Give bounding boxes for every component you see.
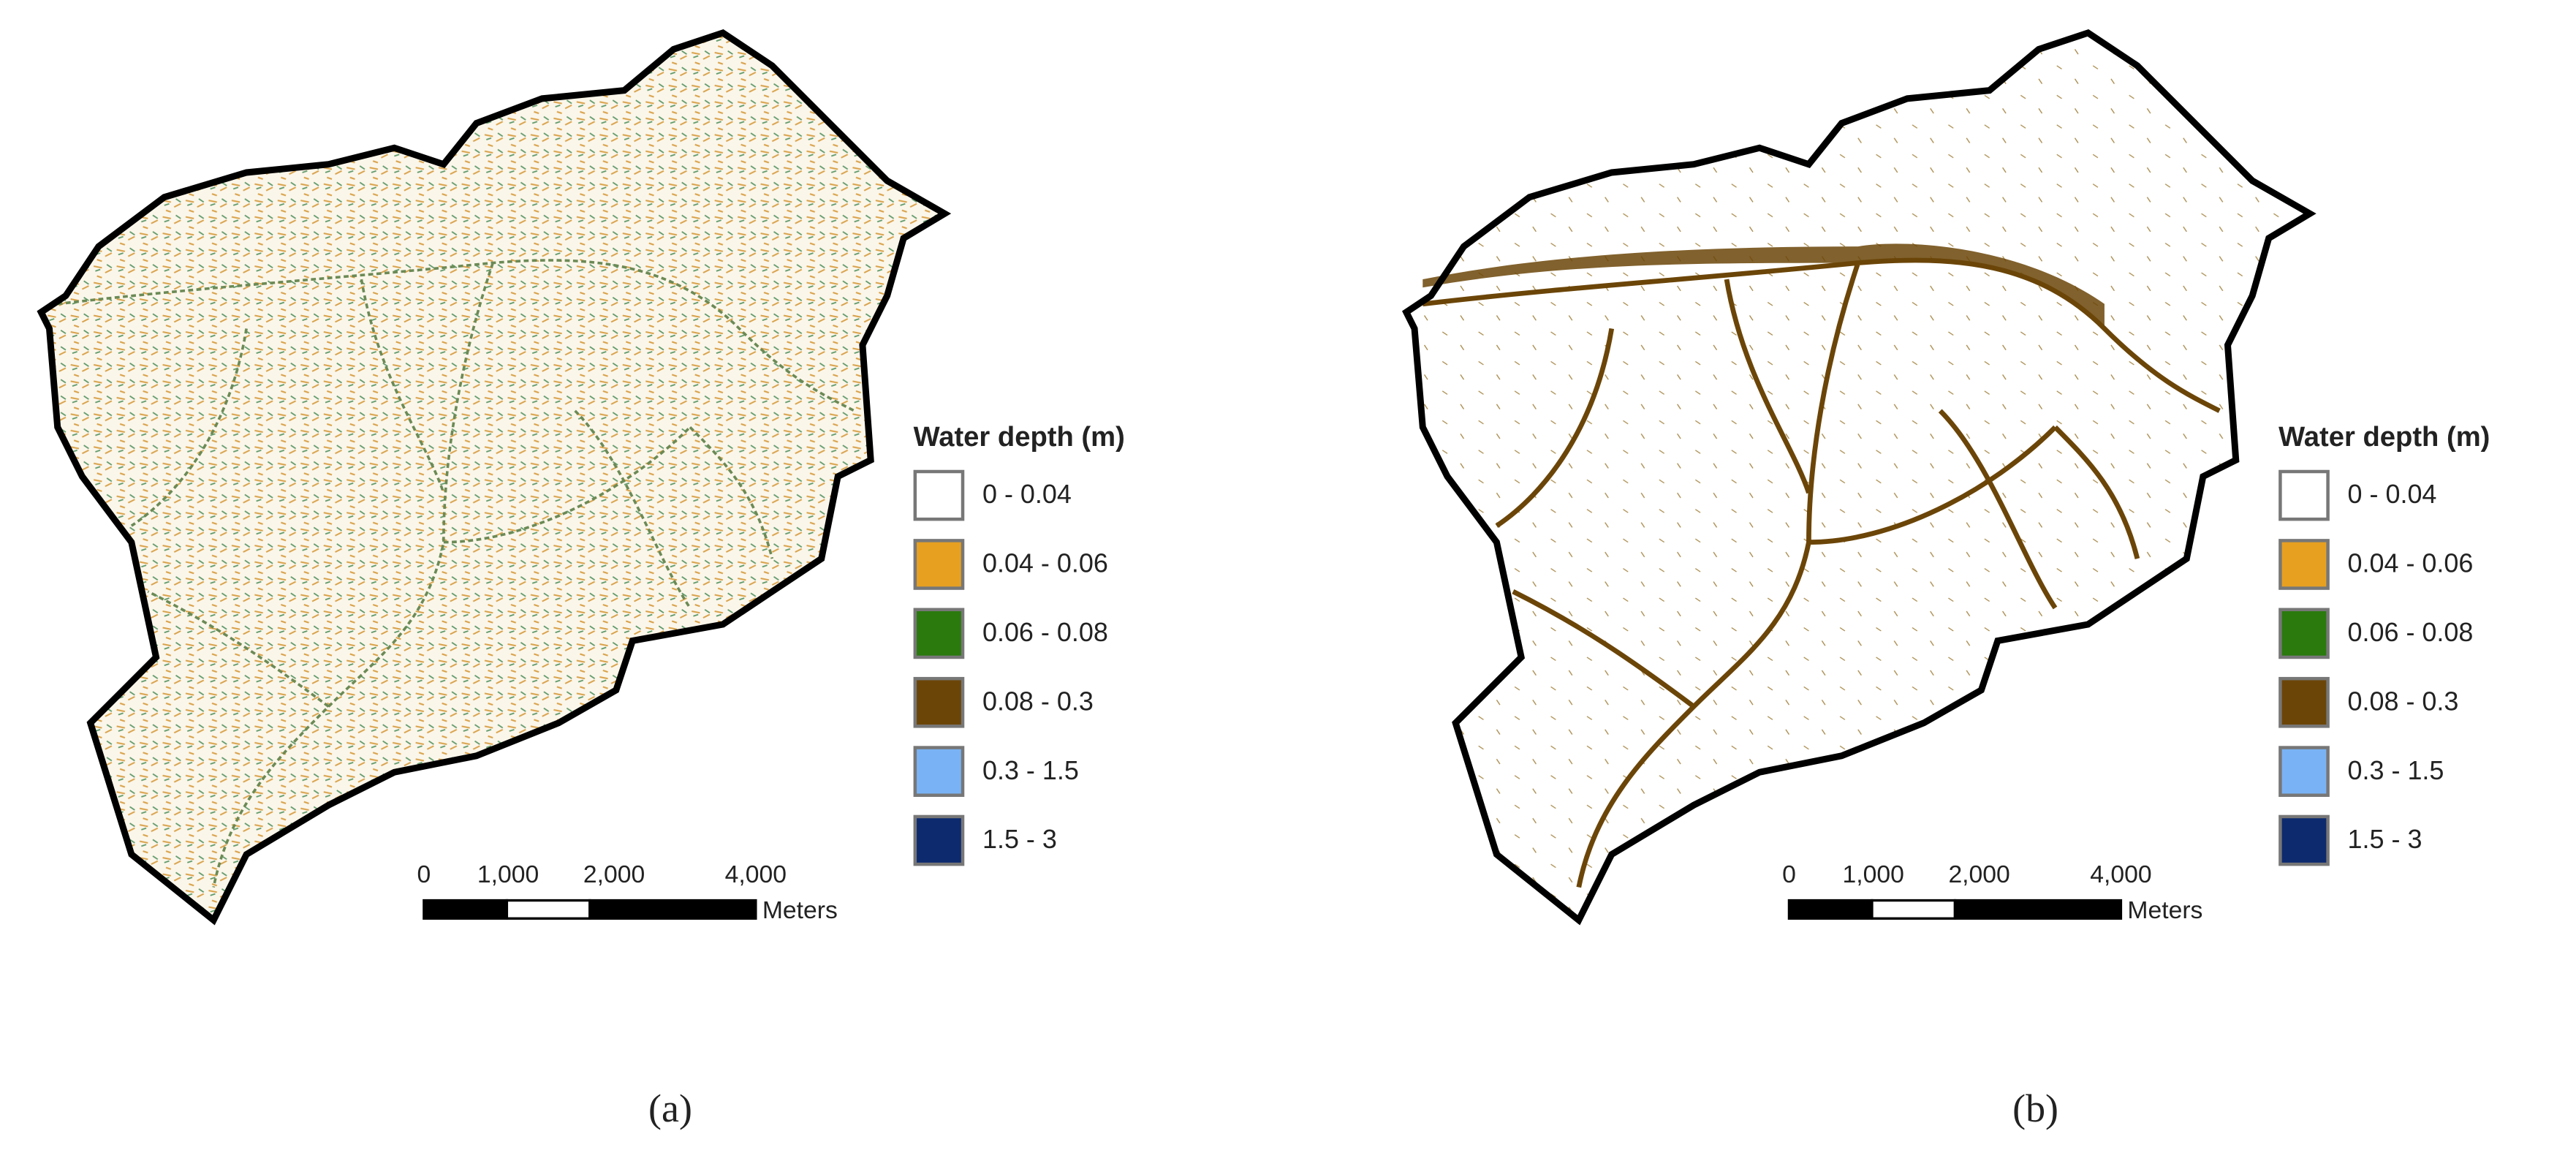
scale-bar-label: 4,000 bbox=[2090, 861, 2151, 888]
panel-label: (b) bbox=[2012, 1086, 2058, 1130]
legend-label: 1.5 - 3 bbox=[2348, 824, 2422, 854]
panel: Water depth (m) 0 - 0.04 0.04 - 0.06 0.06 -… bbox=[1782, 421, 2490, 1130]
scale-bar-label: 0 bbox=[1782, 861, 1796, 888]
legend-label: 0.04 - 0.06 bbox=[2348, 548, 2474, 578]
scale-bar-label: 2,000 bbox=[583, 861, 645, 888]
panel-label: (a) bbox=[648, 1086, 692, 1130]
scale-bar-segment bbox=[588, 899, 757, 920]
map-b bbox=[1406, 33, 2310, 920]
scale-bar-unit: Meters bbox=[2127, 896, 2202, 924]
legend-swatch bbox=[2278, 539, 2330, 590]
legend-swatch bbox=[913, 539, 965, 590]
legend-swatch bbox=[2278, 608, 2330, 659]
legend-label: 0.06 - 0.08 bbox=[982, 617, 1108, 647]
main-channel bbox=[1423, 243, 2105, 329]
scale-bar-unit: Meters bbox=[762, 896, 838, 924]
panel: Water depth (m) 0 - 0.04 0.04 - 0.06 0.06 -… bbox=[417, 421, 1125, 1130]
scale-bar-label: 1,000 bbox=[477, 861, 539, 888]
legend-label: 0.3 - 1.5 bbox=[2348, 755, 2444, 785]
legend-label: 0.06 - 0.08 bbox=[2348, 617, 2474, 647]
legend-swatch bbox=[913, 746, 965, 797]
scale-bar-segment bbox=[505, 899, 591, 920]
legend-swatch bbox=[2278, 746, 2330, 797]
scale-bar-segment bbox=[1787, 899, 1874, 920]
legend-label: 1.5 - 3 bbox=[982, 824, 1057, 854]
legend-swatch bbox=[913, 608, 965, 659]
legend-label: 0.08 - 0.3 bbox=[982, 686, 1094, 716]
catchment bbox=[41, 32, 945, 920]
catchment bbox=[1406, 32, 2310, 920]
scale-bar-segment bbox=[1953, 899, 2123, 920]
legend-title: Water depth (m) bbox=[914, 421, 1125, 453]
legend-label: 0 - 0.04 bbox=[982, 479, 1072, 509]
scale-bar-segment bbox=[423, 899, 509, 920]
legend-title: Water depth (m) bbox=[2278, 421, 2490, 453]
scale-bar-label: 4,000 bbox=[725, 861, 787, 888]
scale-bar-label: 2,000 bbox=[1948, 861, 2009, 888]
legend-label: 0 - 0.04 bbox=[2348, 479, 2437, 509]
legend-swatch bbox=[2278, 814, 2330, 866]
legend-swatch bbox=[913, 469, 965, 521]
legend-swatch bbox=[2278, 676, 2330, 728]
legend-label: 0.04 - 0.06 bbox=[982, 548, 1108, 578]
legend-label: 0.3 - 1.5 bbox=[982, 755, 1079, 785]
map-a bbox=[41, 33, 944, 920]
legend-label: 0.08 - 0.3 bbox=[2348, 686, 2459, 716]
legend-swatch bbox=[2278, 469, 2330, 521]
scale-bar-label: 0 bbox=[417, 861, 431, 888]
scale-bar-label: 1,000 bbox=[1842, 861, 1903, 888]
legend-swatch bbox=[913, 814, 965, 866]
scale-bar-segment bbox=[1871, 899, 1957, 920]
legend-swatch bbox=[913, 676, 965, 728]
